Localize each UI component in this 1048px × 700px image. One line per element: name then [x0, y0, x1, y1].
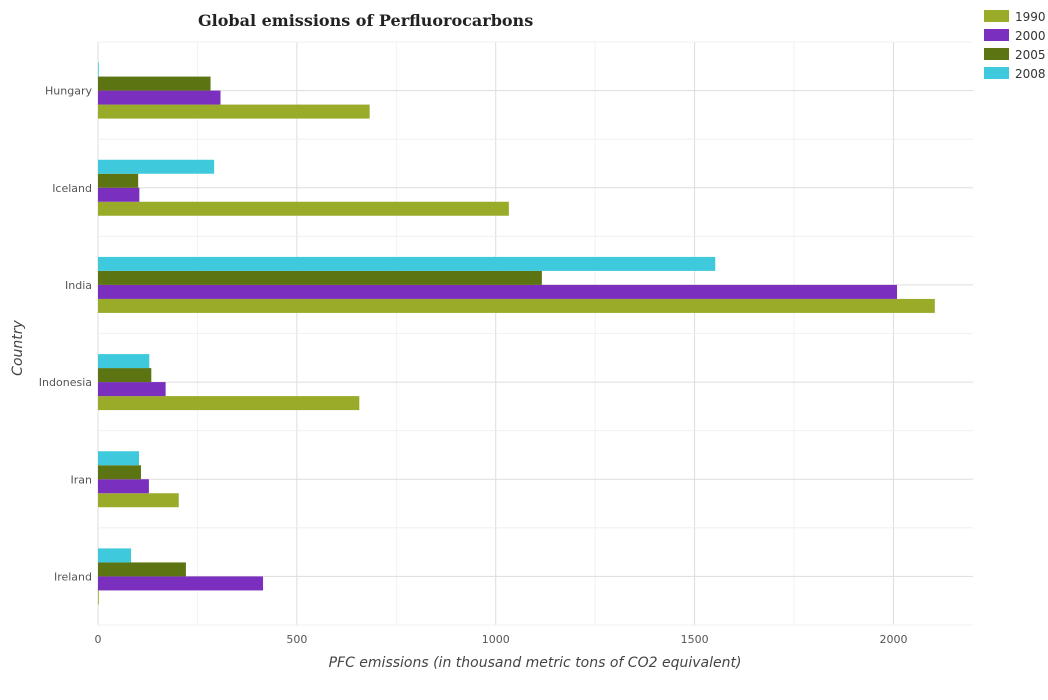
y-tick-label: Ireland: [54, 570, 92, 583]
chart-title: Global emissions of Perfluorocarbons: [198, 11, 533, 30]
bar-ireland-2000: [98, 576, 264, 591]
bar-india-1990: [98, 298, 935, 313]
bar-india-2008: [98, 256, 716, 271]
legend-label-2005: 2005: [1015, 48, 1046, 62]
x-tick-label: 1500: [681, 633, 709, 646]
y-tick-label: Iceland: [52, 182, 92, 195]
y-tick-label: India: [65, 279, 92, 292]
bar-hungary-2000: [98, 90, 221, 105]
bar-hungary-2005: [98, 76, 211, 91]
bar-iceland-2005: [98, 173, 139, 188]
y-tick-label: Indonesia: [39, 376, 92, 389]
bar-indonesia-2000: [98, 382, 166, 397]
grid: [97, 41, 973, 626]
x-tick-label: 500: [286, 633, 307, 646]
x-tick-labels: 0 500 1000 1500 2000: [95, 633, 908, 646]
x-tick-label: 1000: [482, 633, 510, 646]
legend-swatch-2000: [984, 29, 1009, 41]
bar-iran-2000: [98, 479, 149, 494]
bar-india-2000: [98, 284, 898, 299]
legend-label-2000: 2000: [1015, 29, 1046, 43]
bar-ireland-2005: [98, 562, 186, 577]
bar-indonesia-2008: [98, 354, 150, 369]
bar-iran-2008: [98, 451, 139, 466]
legend: 1990 2000 2005 2008: [984, 10, 1046, 81]
bar-indonesia-2005: [98, 368, 152, 383]
bar-iceland-2008: [98, 159, 215, 174]
x-tick-label: 0: [95, 633, 102, 646]
y-tick-label: Hungary: [45, 85, 92, 98]
bar-iran-2005: [98, 465, 141, 480]
bars: [98, 62, 935, 605]
y-tick-labels: Hungary Iceland India Indonesia Iran Ireland: [39, 85, 93, 584]
bar-iceland-1990: [98, 201, 509, 216]
bar-ireland-2008: [98, 548, 132, 563]
x-axis-title: PFC emissions (in thousand metric tons o…: [329, 655, 742, 671]
bar-india-2005: [98, 270, 542, 285]
bar-iran-1990: [98, 493, 179, 508]
legend-swatch-1990: [984, 10, 1009, 22]
legend-label-1990: 1990: [1015, 10, 1046, 24]
bar-hungary-1990: [98, 104, 370, 119]
y-tick-label: Iran: [71, 473, 93, 486]
legend-swatch-2008: [984, 67, 1009, 79]
legend-swatch-2005: [984, 48, 1009, 60]
bar-indonesia-1990: [98, 396, 360, 411]
bar-ireland-1990: [98, 590, 99, 605]
legend-label-2008: 2008: [1015, 67, 1046, 81]
bar-hungary-2008: [98, 62, 99, 77]
bar-iceland-2000: [98, 187, 140, 202]
x-tick-label: 2000: [879, 633, 907, 646]
y-axis-title: Country: [10, 319, 26, 375]
